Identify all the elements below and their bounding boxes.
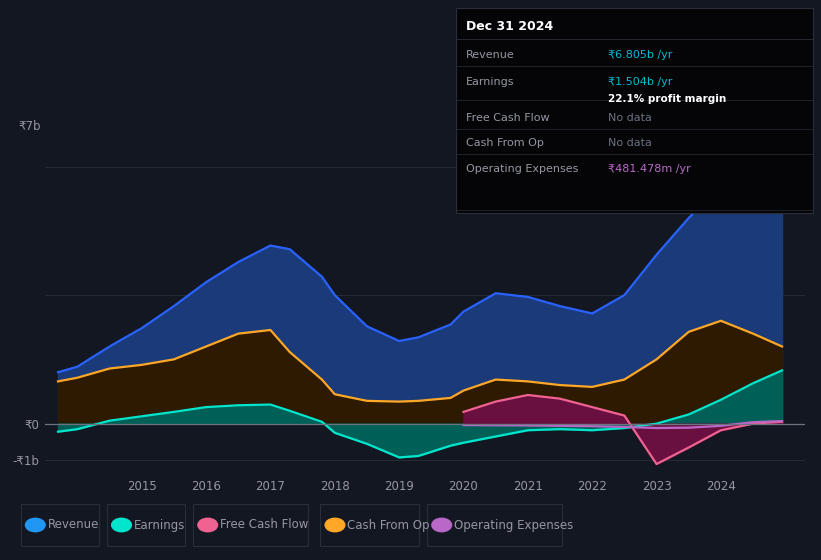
Text: ₹1.504b /yr: ₹1.504b /yr: [608, 77, 672, 87]
Text: 22.1% profit margin: 22.1% profit margin: [608, 94, 726, 104]
Text: No data: No data: [608, 113, 651, 123]
Text: Revenue: Revenue: [466, 50, 514, 60]
Text: Free Cash Flow: Free Cash Flow: [220, 519, 309, 531]
Text: Free Cash Flow: Free Cash Flow: [466, 113, 549, 123]
Text: Cash From Op: Cash From Op: [347, 519, 429, 531]
Text: No data: No data: [608, 138, 651, 148]
Text: Operating Expenses: Operating Expenses: [466, 164, 578, 174]
Text: ₹481.478m /yr: ₹481.478m /yr: [608, 164, 690, 174]
Text: Earnings: Earnings: [134, 519, 186, 531]
Text: Operating Expenses: Operating Expenses: [454, 519, 573, 531]
Text: Cash From Op: Cash From Op: [466, 138, 544, 148]
Text: Earnings: Earnings: [466, 77, 514, 87]
Text: Dec 31 2024: Dec 31 2024: [466, 20, 553, 33]
Text: ₹7b: ₹7b: [18, 119, 40, 133]
Text: ₹6.805b /yr: ₹6.805b /yr: [608, 50, 672, 60]
Text: Revenue: Revenue: [48, 519, 99, 531]
